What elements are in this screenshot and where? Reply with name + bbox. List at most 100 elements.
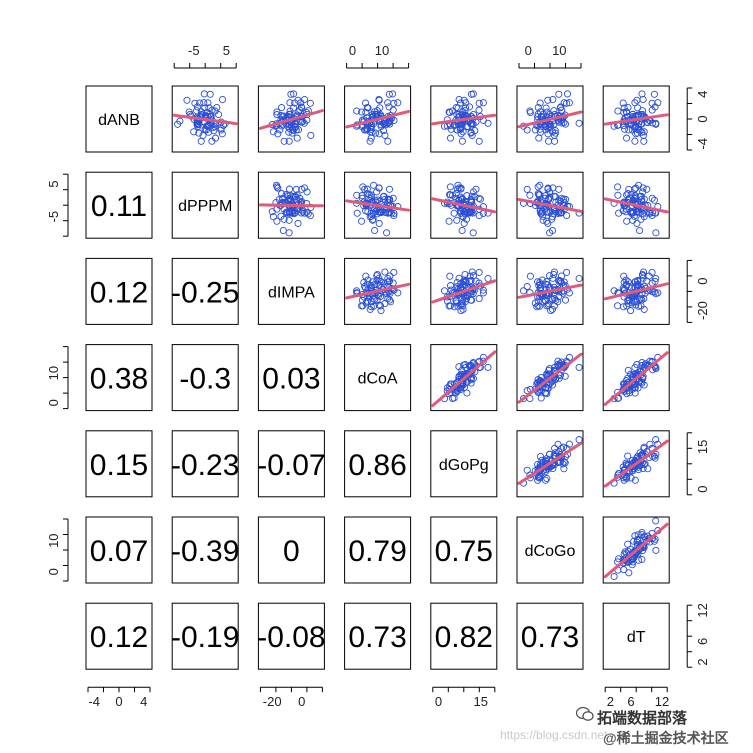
panel-frame xyxy=(85,430,153,498)
data-point xyxy=(453,216,461,224)
data-point xyxy=(387,298,395,306)
smooth-fit-line xyxy=(345,282,411,300)
data-point xyxy=(629,216,637,224)
data-point xyxy=(446,183,454,191)
data-point xyxy=(358,194,366,202)
data-point xyxy=(461,374,469,382)
data-point xyxy=(545,450,554,458)
tick-label: 0 xyxy=(46,568,61,575)
data-point xyxy=(560,458,568,466)
data-point xyxy=(294,219,302,227)
data-point xyxy=(385,185,394,193)
data-point xyxy=(280,137,288,145)
data-point xyxy=(368,216,377,224)
data-point xyxy=(563,211,571,220)
data-point xyxy=(374,208,383,216)
variable-label: dPPPM xyxy=(178,198,232,215)
variable-label: dANB xyxy=(98,112,140,129)
panel-frame xyxy=(85,344,153,412)
data-point xyxy=(636,226,644,235)
correlation-value: 0.12 xyxy=(90,276,148,309)
data-point xyxy=(367,193,375,201)
data-point xyxy=(460,361,468,369)
data-point xyxy=(635,556,643,564)
data-point xyxy=(623,474,631,483)
data-point xyxy=(453,110,461,118)
data-point xyxy=(459,278,467,286)
data-point xyxy=(475,106,483,114)
variable-label: dIMPA xyxy=(268,284,315,301)
data-point xyxy=(389,194,397,202)
data-point xyxy=(552,296,560,304)
data-point xyxy=(575,274,583,283)
data-point xyxy=(554,298,562,306)
data-point xyxy=(619,303,628,311)
data-point xyxy=(623,302,631,310)
data-point xyxy=(363,103,371,112)
panel-frame xyxy=(257,516,325,584)
data-point xyxy=(550,131,558,139)
data-point xyxy=(545,272,554,280)
watermark-handle: @稀土掘金技术社区 xyxy=(603,730,729,746)
data-point xyxy=(634,281,642,290)
panel-frame xyxy=(171,516,239,584)
smooth-fit-line xyxy=(517,352,583,404)
panel-r3-c1: -0.3 xyxy=(171,344,239,412)
variable-label: dGoPg xyxy=(439,457,489,474)
data-point xyxy=(362,108,370,117)
data-point xyxy=(631,476,639,484)
data-point xyxy=(575,119,583,127)
panel-r5-c6 xyxy=(602,516,670,584)
panel-frame xyxy=(516,516,584,584)
data-point xyxy=(390,211,398,220)
data-point xyxy=(558,279,566,287)
panel-r0-c6 xyxy=(602,85,670,153)
panel-r2-c0: 0.12 xyxy=(85,257,153,325)
data-point xyxy=(353,191,361,199)
panel-r0-c5 xyxy=(516,85,584,153)
data-point xyxy=(542,192,550,200)
data-point xyxy=(652,274,660,283)
tick-label: 0 xyxy=(46,399,61,406)
data-point xyxy=(563,268,571,276)
panel-frame xyxy=(344,171,412,239)
tick-label: 12 xyxy=(655,694,669,709)
tick-label: -5 xyxy=(46,211,61,223)
data-point xyxy=(297,99,305,107)
data-point xyxy=(628,299,636,307)
data-point xyxy=(381,119,389,128)
data-point xyxy=(285,137,293,145)
correlation-value: -0.39 xyxy=(171,535,239,568)
data-point xyxy=(201,104,209,112)
data-point xyxy=(369,215,377,223)
data-point xyxy=(542,389,550,397)
data-point xyxy=(217,124,225,132)
data-point xyxy=(218,95,227,104)
smooth-fit-line xyxy=(431,197,497,214)
data-point xyxy=(462,295,471,303)
data-point xyxy=(467,379,475,387)
data-point xyxy=(533,303,541,311)
data-point xyxy=(534,460,542,469)
data-point xyxy=(366,137,374,145)
panel-r5-c1: -0.39 xyxy=(171,516,239,584)
panel-frame xyxy=(171,430,239,498)
tick-label: -20 xyxy=(263,694,282,709)
panel-frame xyxy=(85,602,153,670)
data-point xyxy=(650,452,658,460)
data-point xyxy=(453,126,461,134)
data-point xyxy=(390,268,398,276)
data-point xyxy=(183,96,191,104)
panel-frame xyxy=(257,430,325,498)
data-point xyxy=(479,289,487,297)
correlation-value: -0.08 xyxy=(257,621,325,654)
data-point xyxy=(538,276,546,284)
panel-r0-c2 xyxy=(257,85,325,153)
data-point xyxy=(624,278,632,286)
correlation-value: -0.3 xyxy=(179,363,231,396)
panel-frame xyxy=(602,602,670,670)
panel-frame xyxy=(257,344,325,412)
data-point xyxy=(304,210,312,218)
data-point xyxy=(537,394,545,402)
